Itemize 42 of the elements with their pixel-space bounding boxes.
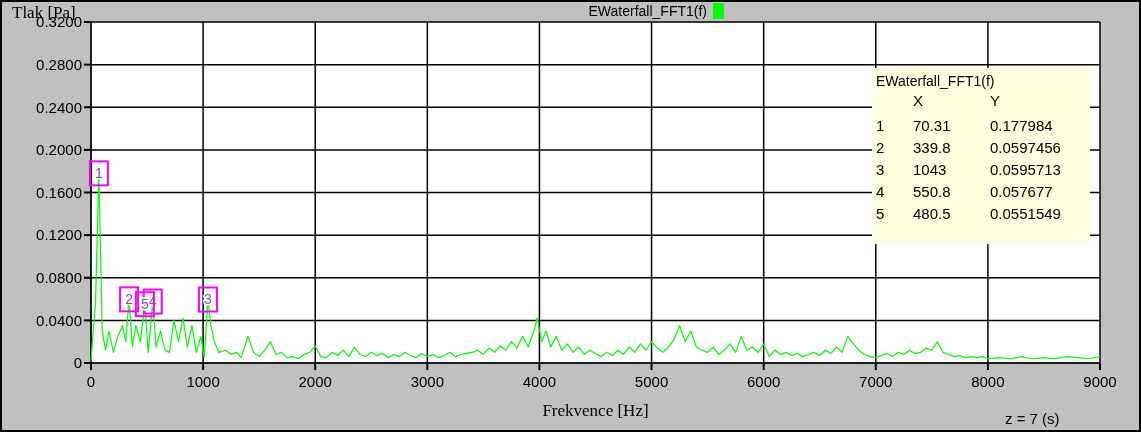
annotation: 0.177984 bbox=[990, 117, 1053, 134]
x-tick-label: 5000 bbox=[634, 373, 669, 390]
annotation: 3 bbox=[876, 161, 885, 178]
y-tick-label: 0.0400 bbox=[36, 311, 82, 329]
x-tick-label: 4000 bbox=[522, 373, 557, 390]
annotation: 3 bbox=[204, 291, 213, 308]
annotation: 0.057677 bbox=[990, 183, 1053, 200]
annotation: 1043 bbox=[913, 161, 947, 178]
annotation: X bbox=[913, 92, 924, 109]
annotation: 4 bbox=[876, 183, 885, 200]
y-tick-label: 0.2800 bbox=[36, 55, 82, 73]
y-tick-label: 0.1600 bbox=[36, 183, 82, 201]
y-tick-label: 0.2000 bbox=[36, 141, 82, 159]
y-tick-label: 0.2400 bbox=[36, 98, 82, 116]
annotation: 550.8 bbox=[913, 183, 951, 200]
legend-label: EWaterfall_FFT1(f) bbox=[588, 3, 707, 19]
annotation: 1 bbox=[94, 165, 103, 182]
x-tick-label: 2000 bbox=[298, 373, 332, 390]
annotation: 2 bbox=[876, 139, 885, 156]
y-tick-label: 0.1200 bbox=[36, 226, 82, 244]
annotation: Y bbox=[990, 92, 1001, 109]
annotation: 0.0595713 bbox=[990, 161, 1061, 178]
annotation: 2 bbox=[125, 291, 134, 308]
text: z = 7 (s) bbox=[1005, 410, 1060, 427]
x-tick-label: 6000 bbox=[746, 373, 781, 390]
x-axis-title: Frekvence [Hz] bbox=[542, 401, 649, 420]
x-tick-label: 7000 bbox=[859, 373, 893, 390]
annotation: 70.31 bbox=[913, 117, 951, 134]
annotation: 0.0551549 bbox=[990, 205, 1061, 222]
y-tick-label: 0.0800 bbox=[36, 269, 82, 286]
x-tick-label: 1000 bbox=[186, 373, 220, 390]
annotation: 0.0597456 bbox=[990, 139, 1061, 156]
annotation: 1 bbox=[876, 117, 885, 134]
annotation: 480.5 bbox=[913, 205, 951, 222]
annotation: EWaterfall_FFT1(f) bbox=[876, 73, 995, 89]
annotation: 339.8 bbox=[913, 139, 951, 156]
x-tick-label: 9000 bbox=[1083, 373, 1117, 390]
x-tick-label: 0 bbox=[86, 373, 96, 390]
annotation: 5 bbox=[876, 205, 885, 222]
x-tick-label: 8000 bbox=[971, 373, 1005, 390]
y-tick-label: 0 bbox=[73, 354, 82, 372]
x-tick-label: 3000 bbox=[410, 373, 445, 390]
